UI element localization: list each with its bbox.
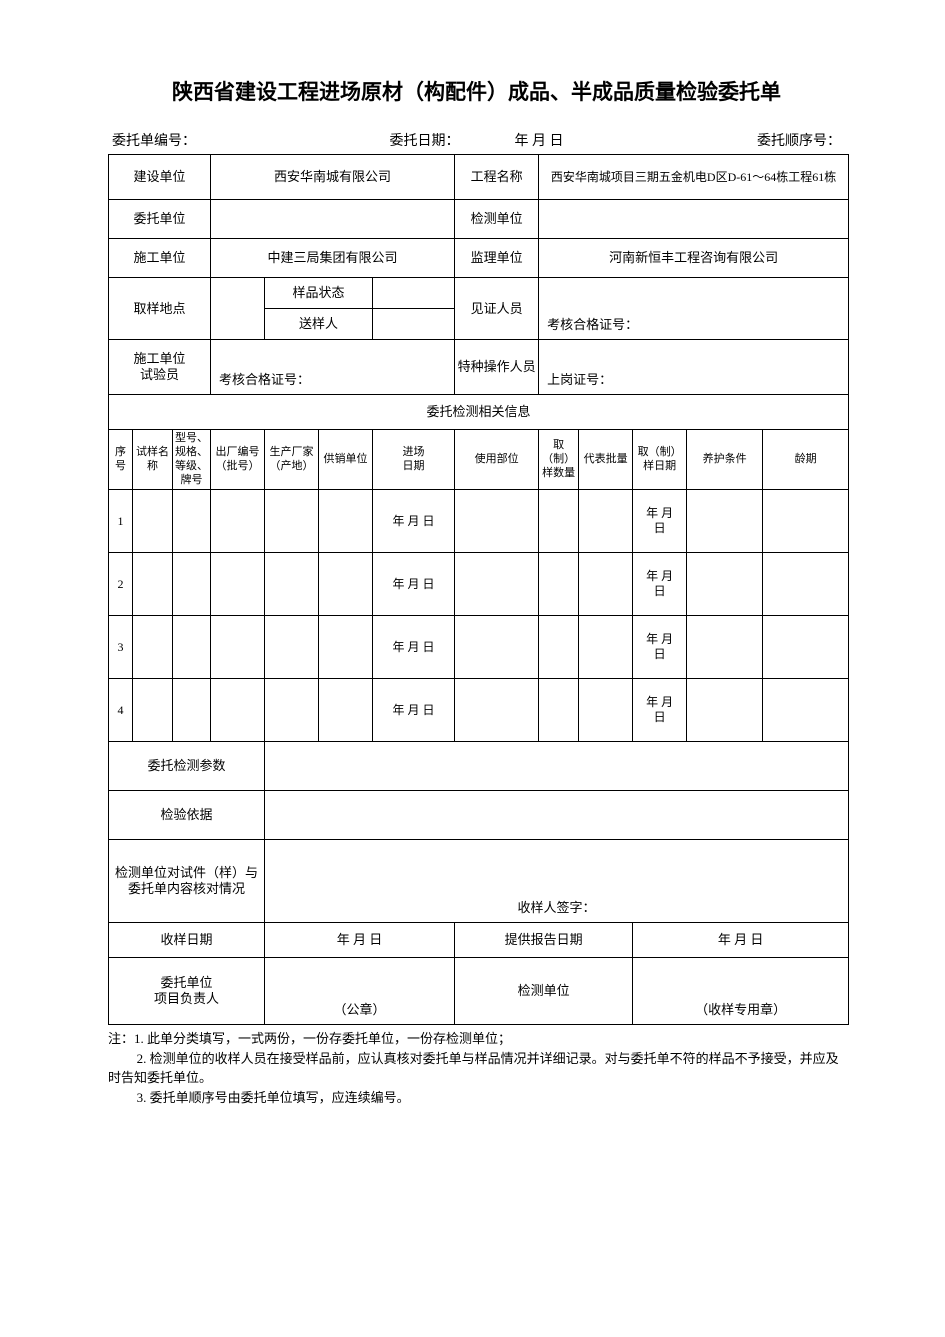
col-13: 龄期 <box>763 430 849 490</box>
col-5: 生产厂家（产地） <box>265 430 319 490</box>
page-title: 陕西省建设工程进场原材（构配件）成品、半成品质量检验委托单 <box>108 78 845 106</box>
label-construction-tester: 施工单位 试验员 <box>109 340 211 395</box>
meta-date-unit: 年 月 日 <box>515 134 564 149</box>
col-1: 序号 <box>109 430 133 490</box>
value-supervisor: 河南新恒丰工程咨询有限公司 <box>539 239 849 278</box>
label-basis: 检验依据 <box>109 791 265 840</box>
value-sender <box>373 309 455 340</box>
label-sender: 送样人 <box>265 309 373 340</box>
meta-date-label: 委托日期： <box>390 134 460 149</box>
note-3: 3. 委托单顺序号由委托单位填写，应连续编号。 <box>108 1088 845 1108</box>
row1-c2 <box>133 490 173 553</box>
table-row: 2 年 月 日 年 月 日 <box>109 553 849 616</box>
col-2: 试样名称 <box>133 430 173 490</box>
meta-number-label: 委托单编号： <box>112 130 196 150</box>
row1-c12 <box>687 490 763 553</box>
note-2: 2. 检测单位的收样人员在接受样品前，应认真核对委托单与样品情况并详细记录。对与… <box>108 1049 845 1088</box>
row1-c9 <box>539 490 579 553</box>
row2-no: 2 <box>109 553 133 616</box>
value-receive-date: 年 月 日 <box>265 923 455 958</box>
label-test-unit-2: 检测单位 <box>455 958 633 1025</box>
label-special-op: 特种操作人员 <box>455 340 539 395</box>
col-3: 型号、规格、等级、牌号 <box>173 430 211 490</box>
value-special-op-cert: 上岗证号： <box>539 340 849 395</box>
col-10: 代表批量 <box>579 430 633 490</box>
row1-c8 <box>455 490 539 553</box>
label-sample-loc: 取样地点 <box>109 278 211 340</box>
note-1: 注：1. 此单分类填写，一式两份，一份存委托单位，一份存检测单位； <box>108 1029 845 1049</box>
row4-date-in: 年 月 日 <box>373 679 455 742</box>
value-basis <box>265 791 849 840</box>
col-6: 供销单位 <box>319 430 373 490</box>
label-params: 委托检测参数 <box>109 742 265 791</box>
value-entrust-unit <box>211 200 455 239</box>
value-entrust-seal: （公章） <box>265 958 455 1025</box>
label-supervisor: 监理单位 <box>455 239 539 278</box>
page: 陕西省建设工程进场原材（构配件）成品、半成品质量检验委托单 委托单编号： 委托日… <box>0 0 945 1337</box>
col-7: 进场 日期 <box>373 430 455 490</box>
label-entrust-unit: 委托单位 <box>109 200 211 239</box>
col-8: 使用部位 <box>455 430 539 490</box>
meta-date: 委托日期： 年 月 日 <box>390 130 564 150</box>
label-report-date: 提供报告日期 <box>455 923 633 958</box>
row1-c10 <box>579 490 633 553</box>
value-check: 收样人签字： <box>265 840 849 923</box>
row1-date-sample: 年 月 日 <box>633 490 687 553</box>
col-11: 取（制）样日期 <box>633 430 687 490</box>
label-check: 检测单位对试件（样）与委托单内容核对情况 <box>109 840 265 923</box>
row1-c3 <box>173 490 211 553</box>
value-sample-loc <box>211 278 265 340</box>
table-row: 4 年 月 日 年 月 日 <box>109 679 849 742</box>
value-construction-tester-cert: 考核合格证号： <box>211 340 455 395</box>
row1-c6 <box>319 490 373 553</box>
notes: 注：1. 此单分类填写，一式两份，一份存委托单位，一份存检测单位； 2. 检测单… <box>108 1029 845 1107</box>
row1-no: 1 <box>109 490 133 553</box>
form-table: 建设单位 西安华南城有限公司 工程名称 西安华南城项目三期五金机电D区D-61～… <box>108 154 849 1025</box>
table-row: 3 年 月 日 年 月 日 <box>109 616 849 679</box>
label-contractor: 施工单位 <box>109 239 211 278</box>
row1-date-in: 年 月 日 <box>373 490 455 553</box>
label-project-name: 工程名称 <box>455 155 539 200</box>
col-9: 取（制）样数量 <box>539 430 579 490</box>
row3-date-in: 年 月 日 <box>373 616 455 679</box>
value-test-seal: （收样专用章） <box>633 958 849 1025</box>
col-4: 出厂编号（批号） <box>211 430 265 490</box>
row4-no: 4 <box>109 679 133 742</box>
row3-no: 3 <box>109 616 133 679</box>
row1-c5 <box>265 490 319 553</box>
value-contractor: 中建三局集团有限公司 <box>211 239 455 278</box>
label-construction-unit: 建设单位 <box>109 155 211 200</box>
label-entrust-pm: 委托单位 项目负责人 <box>109 958 265 1025</box>
row1-c13 <box>763 490 849 553</box>
label-sample-state: 样品状态 <box>265 278 373 309</box>
row1-c4 <box>211 490 265 553</box>
table-row: 1 年 月 日 年 月 日 <box>109 490 849 553</box>
label-receive-date: 收样日期 <box>109 923 265 958</box>
meta-seq-label: 委托顺序号： <box>757 130 841 150</box>
value-params <box>265 742 849 791</box>
label-test-unit: 检测单位 <box>455 200 539 239</box>
row2-date-sample: 年 月 日 <box>633 553 687 616</box>
row3-date-sample: 年 月 日 <box>633 616 687 679</box>
value-sample-state <box>373 278 455 309</box>
value-test-unit <box>539 200 849 239</box>
value-project-name: 西安华南城项目三期五金机电D区D-61～64栋工程61栋 <box>539 155 849 200</box>
col-12: 养护条件 <box>687 430 763 490</box>
label-witness: 见证人员 <box>455 278 539 340</box>
value-construction-unit: 西安华南城有限公司 <box>211 155 455 200</box>
section-title: 委托检测相关信息 <box>109 395 849 430</box>
row2-date-in: 年 月 日 <box>373 553 455 616</box>
row4-date-sample: 年 月 日 <box>633 679 687 742</box>
value-report-date: 年 月 日 <box>633 923 849 958</box>
value-witness-cert: 考核合格证号： <box>539 278 849 340</box>
meta-row: 委托单编号： 委托日期： 年 月 日 委托顺序号： <box>112 130 841 150</box>
